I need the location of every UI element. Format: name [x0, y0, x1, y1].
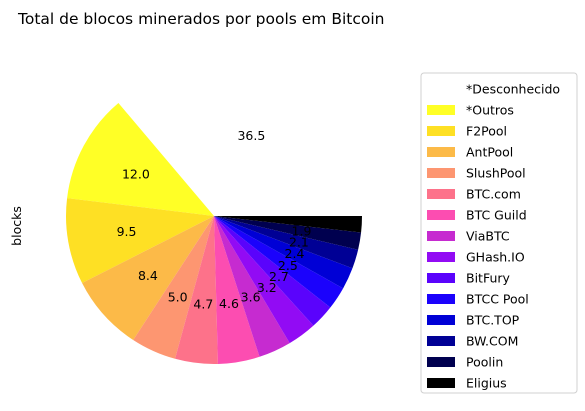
pie-slice	[66, 198, 215, 284]
legend-entry: ViaBTC	[466, 229, 510, 244]
legend-swatch	[427, 294, 455, 304]
slice-value-label: 36.5	[237, 128, 265, 143]
legend-swatch	[427, 357, 455, 367]
legend-entry: Poolin	[466, 355, 503, 370]
pie-slice	[175, 216, 218, 365]
pie-slice	[214, 216, 260, 364]
legend-swatch	[427, 126, 455, 136]
legend-swatch	[427, 147, 455, 157]
pie-slice	[214, 216, 362, 250]
pie-slice	[214, 216, 362, 233]
slice-value-label: 1.9	[292, 224, 312, 239]
slice-value-label: 5.0	[168, 290, 188, 305]
slice-value-label: 4.6	[219, 296, 239, 311]
legend-entry: BTC.TOP	[466, 313, 520, 328]
slice-value-label: 1.8	[293, 213, 313, 228]
pie-slices	[66, 67, 362, 365]
pie-slice	[214, 216, 359, 269]
slice-value-label: 2.7	[269, 269, 289, 284]
slice-value-label: 8.4	[138, 268, 158, 283]
slice-value-label: 3.6	[241, 289, 261, 304]
legend-swatch	[427, 210, 455, 220]
legend-entry: SlushPool	[466, 166, 526, 181]
legend-entry: F2Pool	[466, 124, 507, 139]
legend-entry: *Desconhecido	[466, 82, 560, 97]
legend-swatch	[427, 231, 455, 241]
legend-entry: BTC.com	[466, 187, 521, 202]
slice-value-label: 2.1	[289, 234, 309, 249]
slice-value-label: 12.0	[122, 166, 150, 181]
pie-slice	[214, 216, 290, 357]
pie-slice	[118, 67, 362, 217]
slice-value-label: 9.5	[117, 224, 137, 239]
pie-slice	[214, 216, 331, 326]
legend-swatch	[427, 105, 455, 115]
legend-entry: *Outros	[466, 103, 514, 118]
legend-entry: GHash.IO	[466, 250, 525, 265]
legend-entry: AntPool	[466, 145, 513, 160]
slice-value-label: 2.5	[278, 258, 298, 273]
slice-value-label: 4.7	[193, 297, 213, 312]
y-axis-label: blocks	[9, 206, 24, 246]
legend-entry: Eligius	[466, 376, 507, 391]
legend-swatch	[427, 189, 455, 199]
legend-entry: BW.COM	[466, 334, 518, 349]
pie-slice	[214, 216, 344, 308]
legend: *Desconhecido *Outros F2Pool AntPool SlushPo…	[420, 72, 578, 394]
legend-swatch	[427, 168, 455, 178]
legend-entry: BTCC Pool	[466, 292, 529, 307]
legend-entry: BTC Guild	[466, 208, 527, 223]
legend-swatch	[427, 273, 455, 283]
slice-value-label: 2.4	[285, 246, 305, 261]
legend-entry: BitFury	[466, 271, 511, 286]
legend-swatch	[427, 84, 455, 94]
pie-slice	[82, 216, 214, 340]
slice-value-label: 3.2	[257, 280, 277, 295]
pie-slice	[214, 216, 353, 289]
pie-slice	[67, 103, 214, 216]
pie-slice	[133, 216, 214, 359]
legend-swatch	[427, 315, 455, 325]
legend-frame	[420, 72, 578, 394]
legend-swatch	[427, 378, 455, 388]
pie-slice-labels: 36.5 12.0 9.5 8.4 5.0 4.7 4.6 3.63.22.72.52.42.…	[117, 128, 313, 312]
chart-title: Total de blocos minerados por pools em B…	[17, 10, 384, 28]
legend-swatch	[427, 336, 455, 346]
legend-swatch	[427, 252, 455, 262]
pie-slice	[214, 216, 314, 344]
